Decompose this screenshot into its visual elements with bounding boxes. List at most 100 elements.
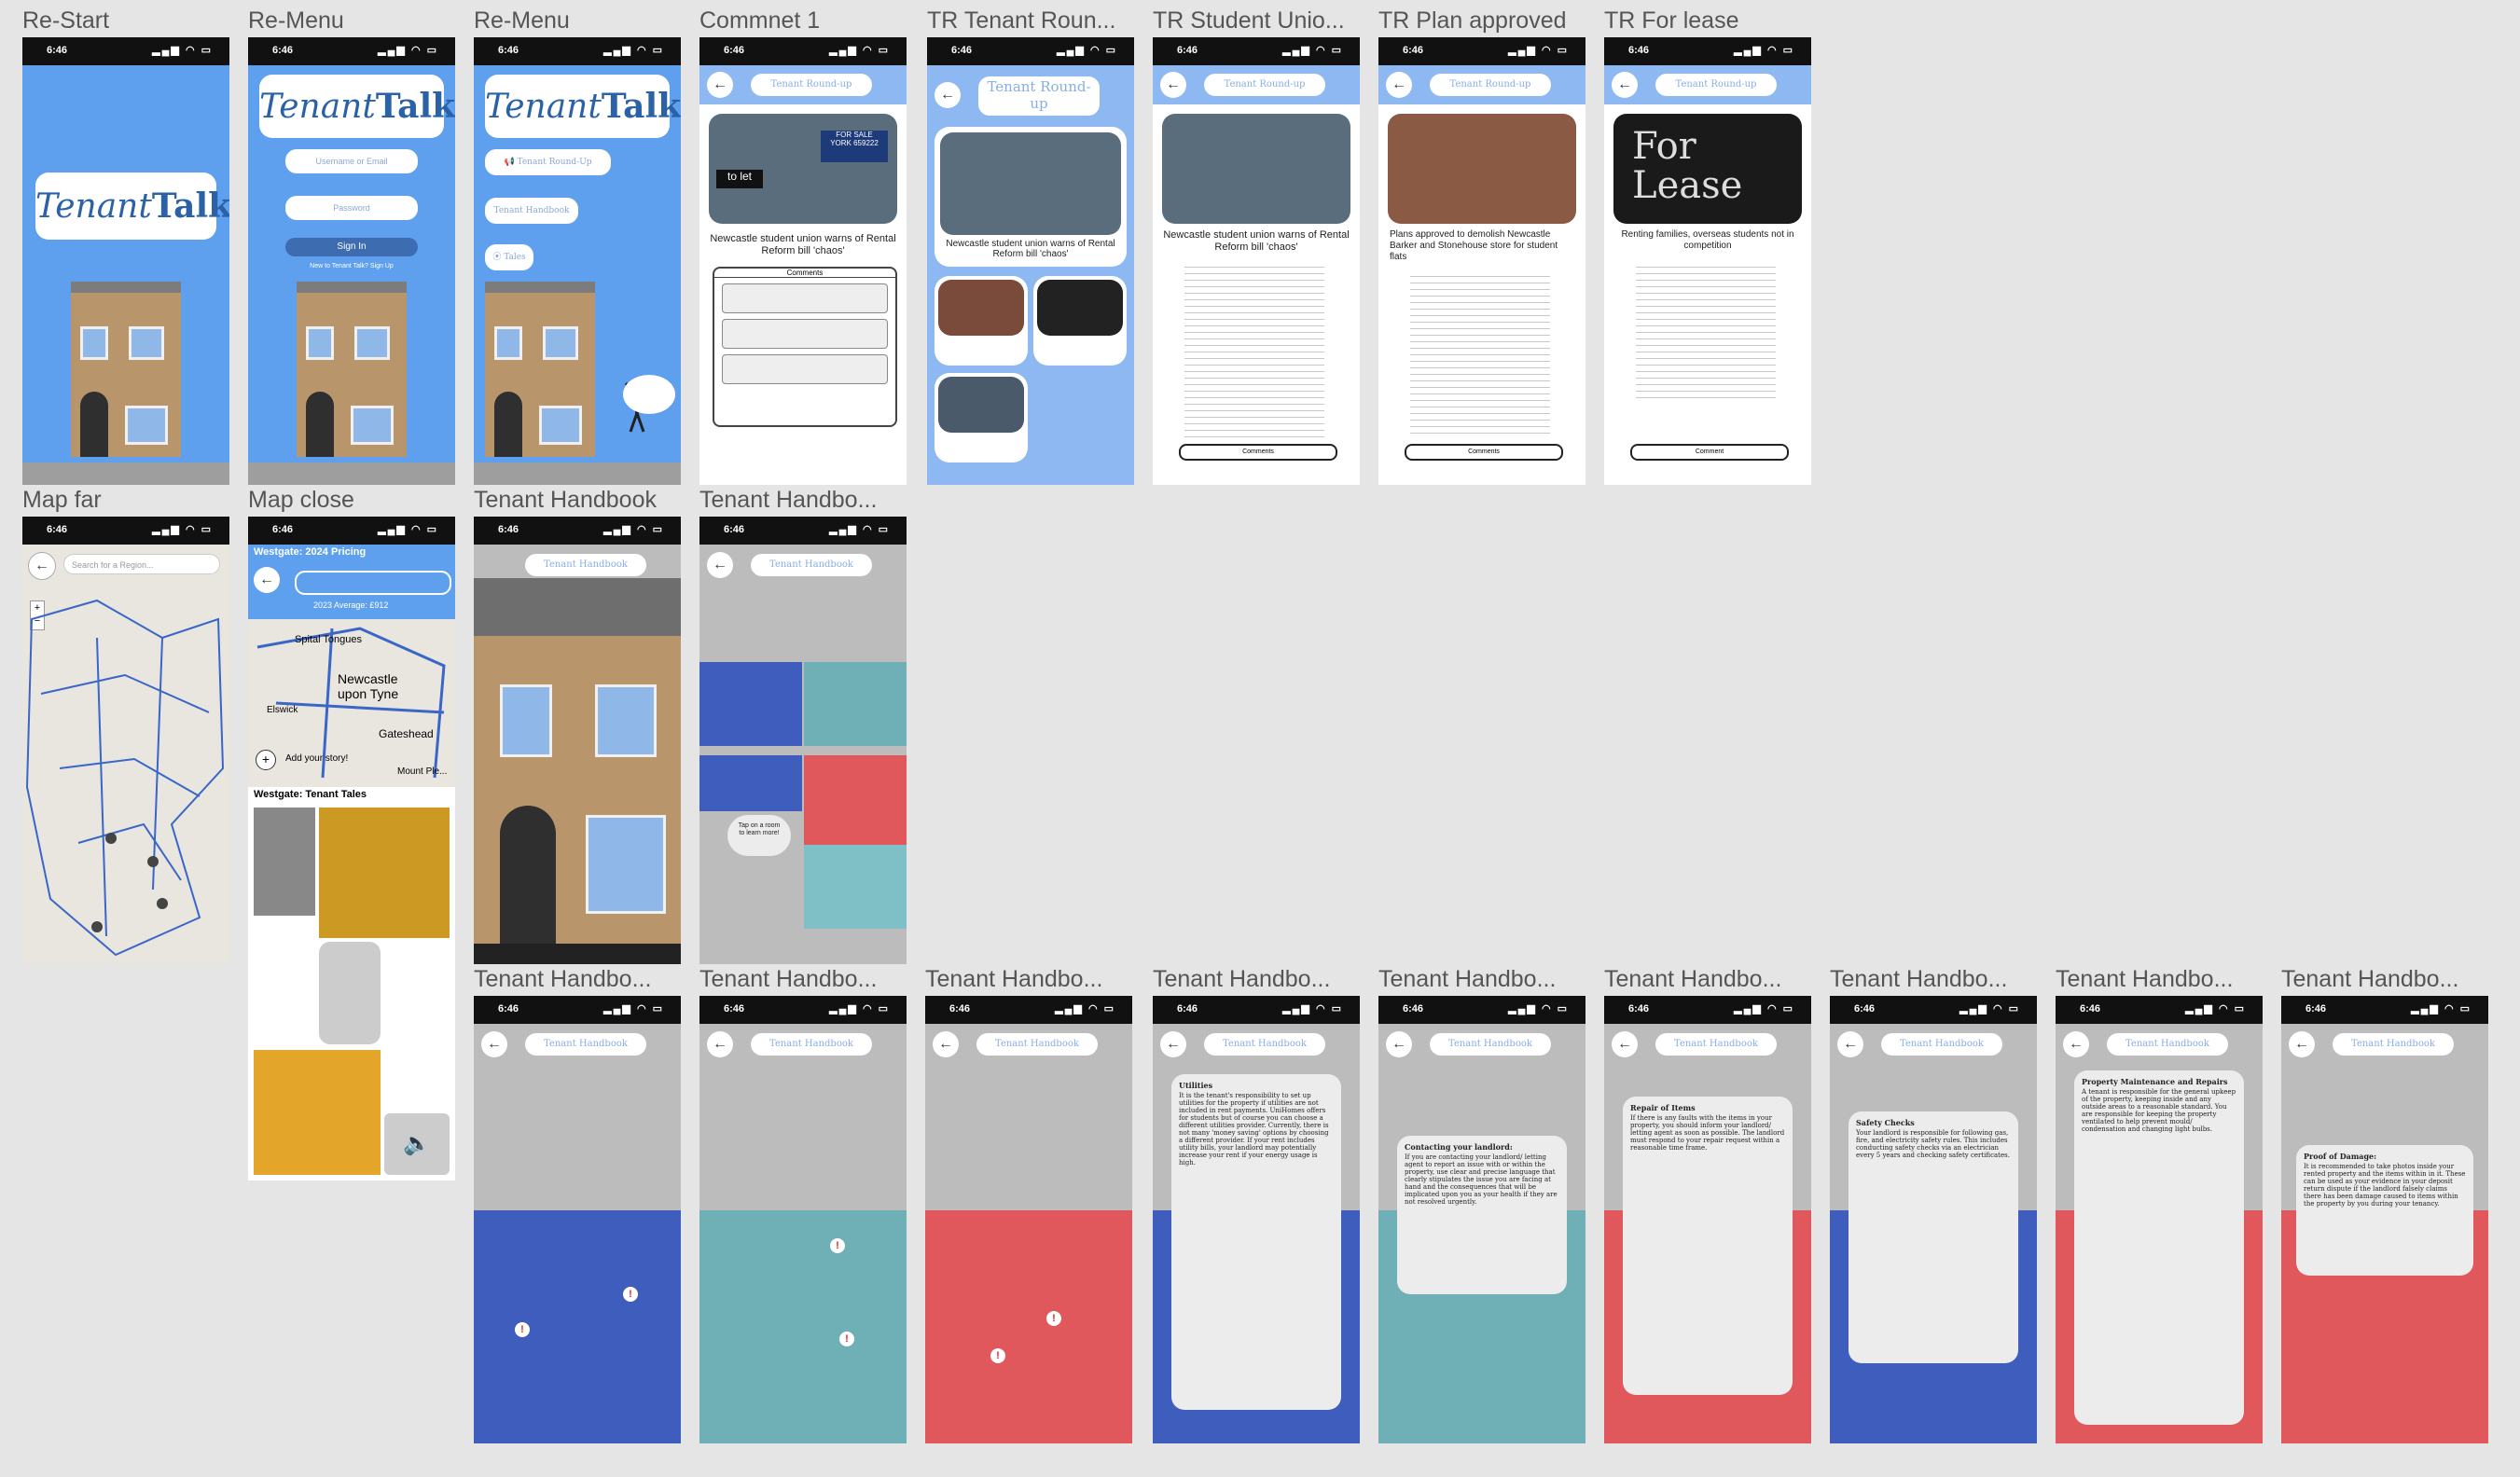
news-image — [938, 280, 1024, 336]
region-search-input[interactable]: Search for a Region... — [63, 554, 220, 574]
back-arrow-icon[interactable]: ← — [1612, 72, 1638, 98]
add-story-label[interactable]: Add your story! — [285, 753, 349, 764]
frame-label: Tenant Handbo... — [474, 966, 652, 992]
menu-handbook-button[interactable]: Tenant Handbook — [485, 198, 578, 224]
room-bathroom[interactable] — [474, 1210, 681, 1443]
comment-button[interactable]: Comment — [1630, 444, 1789, 461]
status-bar: 6:46 ▂▄▆ ◠ ▭ — [699, 517, 907, 545]
room-kitchen[interactable] — [804, 845, 907, 929]
status-bar: 6:46 ▂▄▆ ◠ ▭ — [2056, 996, 2263, 1024]
news-card[interactable]: Newcastle student union warns of Rental … — [935, 127, 1127, 267]
section-pill: Tenant Handbook — [1881, 1033, 2002, 1056]
room-bathroom[interactable] — [699, 662, 802, 746]
price-slider[interactable] — [295, 571, 451, 595]
info-hotspot[interactable]: ! — [1046, 1311, 1061, 1326]
status-bar: 6:46 ▂▄▆ ◠ ▭ — [1830, 996, 2037, 1024]
news-image: to let FOR SALE YORK 659222 — [709, 114, 897, 224]
roof — [474, 578, 681, 636]
info-hotspot[interactable]: ! — [623, 1287, 638, 1302]
menu-tales-button[interactable]: ⦿ Tales — [485, 244, 533, 270]
username-field[interactable]: Username or Email — [285, 149, 418, 173]
megaphone-icon: 📢 — [504, 158, 518, 167]
window — [125, 406, 168, 445]
roof — [297, 282, 407, 293]
section-pill: Tenant Handbook — [751, 1033, 872, 1056]
roof — [71, 282, 181, 293]
status-bar: 6:46 ▂▄▆ ◠ ▭ — [1604, 37, 1811, 65]
avatar-placeholder[interactable] — [319, 942, 381, 1044]
back-arrow-icon[interactable]: ← — [2289, 1031, 2315, 1057]
window — [306, 326, 334, 360]
door[interactable] — [500, 806, 556, 944]
zoom-control[interactable]: + − — [30, 600, 45, 630]
news-headline: Newcastle student union warns of Rental … — [710, 233, 896, 256]
region-map[interactable] — [22, 582, 229, 964]
section-pill: Tenant Handbook — [2333, 1033, 2454, 1056]
info-hotspot[interactable]: ! — [515, 1322, 530, 1337]
back-arrow-icon[interactable]: ← — [2063, 1031, 2089, 1057]
info-hotspot[interactable]: ! — [839, 1332, 854, 1346]
close-map[interactable]: Spital Tongues Newcastle upon Tyne Elswi… — [248, 619, 455, 787]
status-bar: 6:46 ▂▄▆ ◠ ▭ — [248, 517, 455, 545]
section-pill: Tenant Handbook — [2107, 1033, 2228, 1056]
back-arrow-icon[interactable]: ← — [935, 82, 961, 108]
door — [80, 392, 108, 457]
back-arrow-icon[interactable]: ← — [933, 1031, 959, 1057]
password-field[interactable]: Password — [285, 196, 418, 220]
room-bedroom[interactable] — [699, 1210, 907, 1443]
tale-image[interactable] — [319, 808, 450, 938]
news-image — [940, 132, 1121, 235]
menu-roundup-button[interactable]: 📢 Tenant Round-Up — [485, 149, 611, 175]
back-arrow-icon[interactable]: ← — [1386, 1031, 1412, 1057]
phone-comments: 6:46 ▂▄▆ ◠ ▭ ← Tenant Round-up to let FOR … — [699, 37, 907, 485]
add-story-icon[interactable]: + — [256, 750, 276, 770]
status-bar: 6:46 ▂▄▆ ◠ ▭ — [699, 37, 907, 65]
phone-article-lease: 6:46 ▂▄▆ ◠ ▭ ← Tenant Round-up For Lease R… — [1604, 37, 1811, 485]
back-arrow-icon[interactable]: ← — [1386, 72, 1412, 98]
back-arrow-icon[interactable]: ← — [481, 1031, 507, 1057]
sign-in-button[interactable]: Sign In — [285, 238, 418, 256]
back-arrow-icon[interactable]: ← — [707, 72, 733, 98]
door — [306, 392, 334, 457]
back-arrow-icon[interactable]: ← — [28, 552, 56, 580]
section-pill: Tenant Handbook — [525, 554, 646, 576]
room-bedroom[interactable] — [804, 662, 907, 746]
frame-label: Tenant Handbo... — [699, 487, 878, 513]
sign-up-link[interactable]: New to Tenant Talk? Sign Up — [310, 263, 394, 269]
comments-panel: Comments — [713, 267, 897, 427]
window — [543, 326, 578, 360]
back-arrow-icon[interactable]: ← — [1160, 1031, 1186, 1057]
back-arrow-icon[interactable]: ← — [254, 567, 280, 593]
room-bathroom-lower[interactable] — [699, 755, 802, 811]
window — [354, 326, 390, 360]
phone-handbook-contact: 6:46 ▂▄▆ ◠ ▭ ← Tenant Handbook Contacting… — [1378, 996, 1585, 1443]
back-arrow-icon[interactable]: ← — [707, 552, 733, 578]
status-bar: 6:46 ▂▄▆ ◠ ▭ — [474, 517, 681, 545]
back-arrow-icon[interactable]: ← — [1160, 72, 1186, 98]
speaker-icon[interactable]: 🔈 — [384, 1113, 450, 1175]
info-hotspot[interactable]: ! — [990, 1348, 1005, 1363]
news-image: For Lease — [1613, 114, 1802, 224]
phone-handbook-bedroom: 6:46 ▂▄▆ ◠ ▭ ← Tenant Handbook ! ! — [699, 996, 907, 1443]
back-arrow-icon[interactable]: ← — [1612, 1031, 1638, 1057]
info-hotspot[interactable]: ! — [830, 1238, 845, 1253]
room-bedroom-red[interactable] — [804, 755, 907, 845]
news-headline: Newcastle student union warns of Rental … — [1163, 229, 1350, 253]
tale-image[interactable] — [254, 808, 315, 916]
tale-image[interactable] — [254, 1050, 381, 1175]
comments-button[interactable]: Comments — [1405, 444, 1563, 461]
room-kitchen[interactable] — [925, 1210, 1132, 1443]
back-arrow-icon[interactable]: ← — [707, 1031, 733, 1057]
back-arrow-icon[interactable]: ← — [1837, 1031, 1863, 1057]
top-bar: ← Tenant Round-up — [699, 65, 907, 104]
news-card[interactable] — [1033, 276, 1127, 366]
status-bar: 6:46 ▂▄▆ ◠ ▭ — [1378, 996, 1585, 1024]
section-pill: Tenant Round-up — [751, 74, 872, 96]
phone-handbook-safety: 6:46 ▂▄▆ ◠ ▭ ← Tenant Handbook Safety Che… — [1830, 996, 2037, 1443]
tenant-talk-logo: TenantTalk — [35, 173, 229, 240]
news-card[interactable] — [935, 373, 1028, 462]
phone-restart: 6:46 ▂▄▆ ◠ ▭ TenantTalk — [22, 37, 229, 485]
comments-button[interactable]: Comments — [1179, 444, 1337, 461]
news-card[interactable] — [935, 276, 1028, 366]
news-image — [1388, 114, 1576, 224]
